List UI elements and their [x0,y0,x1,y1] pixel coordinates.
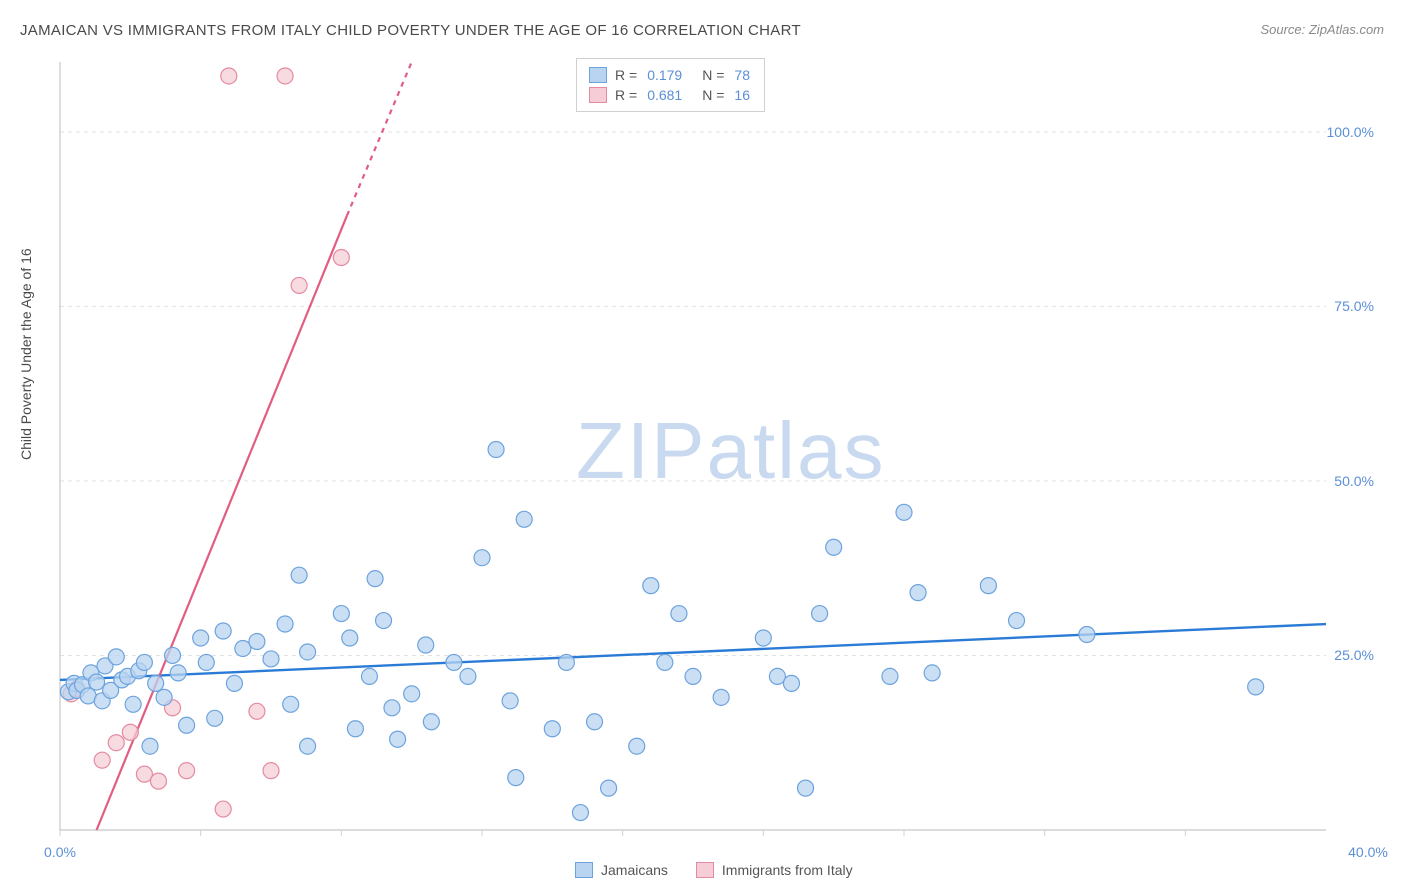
legend-stat-row: R =0.681N =16 [589,85,750,105]
x-tick-label: 0.0% [44,844,76,860]
x-tick-label: 40.0% [1348,844,1388,860]
source-attribution: Source: ZipAtlas.com [1260,22,1384,37]
legend-series-item: Immigrants from Italy [696,862,853,878]
legend-series: Jamaicans Immigrants from Italy [575,862,853,878]
chart-title: JAMAICAN VS IMMIGRANTS FROM ITALY CHILD … [20,22,801,39]
y-axis-label: Child Poverty Under the Age of 16 [18,248,34,460]
y-tick-label: 25.0% [1334,647,1374,663]
y-tick-label: 50.0% [1334,473,1374,489]
legend-stat-row: R =0.179N =78 [589,65,750,85]
legend-stats: R =0.179N =78R =0.681N =16 [576,58,765,112]
legend-series-item: Jamaicans [575,862,668,878]
y-tick-label: 100.0% [1327,124,1374,140]
scatter-plot: ZIPatlas R =0.179N =78R =0.681N =16 25.0… [56,50,1386,850]
y-tick-label: 75.0% [1334,298,1374,314]
